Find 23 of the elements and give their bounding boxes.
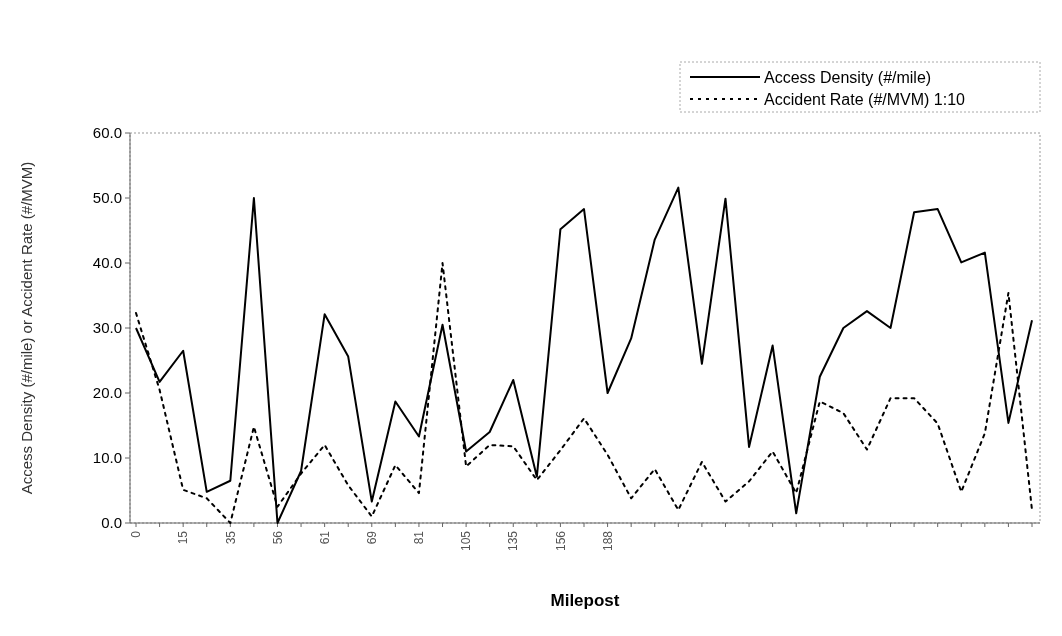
x-tick-label: 156 [553, 530, 568, 552]
line-series [135, 186, 1033, 524]
y-tick-label: 20.0 [92, 384, 122, 402]
x-tick-label: 105 [459, 530, 474, 552]
x-tick-label: 56 [270, 530, 285, 545]
y-axis-title: Access Density (#/mile) or Accident Rate (#/MVM) [18, 161, 35, 495]
legend-label: Accident Rate (#/MVM) 1:10 [764, 90, 966, 108]
y-tick-label: 60.0 [92, 124, 122, 142]
x-axis-title: Milepost [550, 591, 620, 610]
y-tick-label: 0.0 [101, 514, 122, 532]
y-tick-label: 40.0 [92, 254, 122, 272]
x-tick-label: 61 [317, 530, 332, 545]
x-tick-label: 15 [176, 530, 191, 545]
y-tick-label: 30.0 [92, 319, 122, 337]
y-tick-label: 50.0 [92, 189, 122, 207]
legend-label: Access Density (#/mile) [764, 68, 932, 86]
y-tick-label: 10.0 [92, 449, 122, 467]
x-tick-label: 135 [506, 530, 521, 552]
x-tick-label: 69 [364, 530, 379, 545]
x-tick-label: 188 [600, 530, 615, 552]
x-tick-label: 0 [129, 530, 144, 538]
x-tick-label: 81 [412, 530, 427, 545]
x-tick-label: 35 [223, 530, 238, 545]
